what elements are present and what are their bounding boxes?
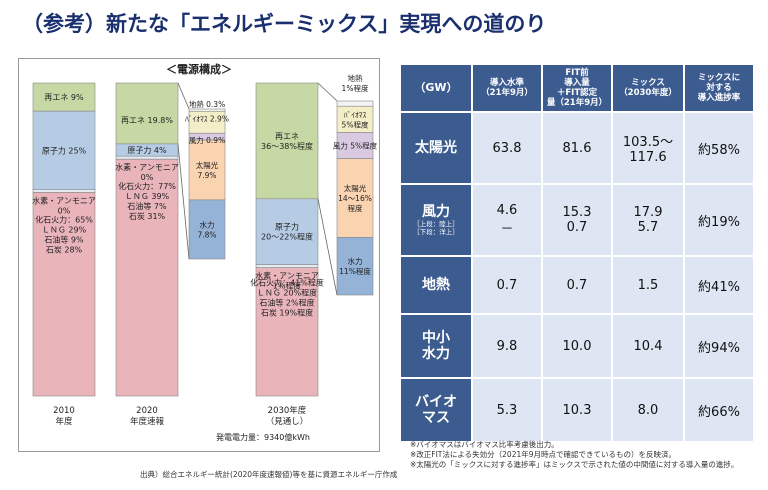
connector-line (177, 143, 190, 260)
segment-label: 再エネ 36～38%程度 (261, 132, 313, 151)
table-row-header: 中小 水力 (401, 315, 471, 377)
segment-label: 原子力 4% (127, 145, 167, 155)
segment-label: 水素・アンモニア 1%程度 (255, 271, 319, 291)
table-cell: 約19% (685, 185, 753, 255)
connector-line (177, 82, 190, 110)
segment-label: 原子力 25% (42, 145, 87, 155)
segment-label: 水素・アンモニア 0% (115, 162, 179, 182)
table-cell: 4.6 － (473, 185, 541, 255)
page-title: （参考）新たな「エネルギーミックス」実現への道のり (22, 12, 547, 36)
bar-segment-fossil (255, 267, 319, 397)
table-row: 中小 水力 9.8 10.0 10.4 約94% (401, 315, 753, 377)
table-cell: 15.3 0.7 (543, 185, 611, 255)
breakdown-segment-geothermal (188, 108, 226, 112)
x-axis-label: 2010 年度 (53, 406, 75, 427)
total-power-label: 発電電力量：9340億kWh (216, 432, 310, 442)
breakdown-label: 水力 11%程度 (339, 256, 371, 276)
note-line: ※太陽光の「ミックスに対する進捗率」はミックスで示された値の中間値に対する導入量… (410, 460, 739, 469)
breakdown-segment-solar (336, 158, 374, 238)
note-line: ※改正FIT法による失効分（2021年9月時点で確認できているもの）を反映済。 (410, 450, 677, 459)
breakdown-label: ﾊﾞｲｵﾏｽ 5%程度 (342, 110, 369, 129)
power-mix-chart: ＜電源構成＞ 2010 年度 2020 年度速報 2030年度（見通し） 再エネ 9% 原子力… (18, 58, 380, 452)
segment-label: 化石火力：65%ＬＮＧ 29%石油等 9%石炭 28% (35, 214, 93, 254)
bar-segment-fossil (115, 158, 179, 397)
table-notes: ※バイオマスはバイオマス比率考慮後出力。 ※改正FIT法による失効分（2021年… (410, 440, 738, 470)
segment-label: 原子力 20～22%程度 (261, 222, 313, 242)
table-cell: 17.9 5.7 (613, 185, 683, 255)
table-cell: 約58% (685, 113, 753, 183)
table-row-header: 太陽光 (401, 113, 471, 183)
table-cell: 約94% (685, 315, 753, 377)
table-header-cell: FIT前 導入量 ＋FIT認定 量（21年9月） (543, 65, 611, 111)
table-header-row: （GW） 導入水準 （21年9月） FIT前 導入量 ＋FIT認定 量（21年9月） ミックス… (401, 65, 753, 111)
breakdown-label: 太陽光 14～16%程度 (338, 183, 372, 213)
table-row-header: 風力 ［上段：陸上］ ［下段：洋上］ (401, 185, 471, 255)
table-row: 風力 ［上段：陸上］ ［下段：洋上］ 4.6 － 15.3 0.7 17.9 5.7 約19% (401, 185, 753, 255)
connector-line (317, 82, 338, 102)
breakdown-label: ﾊﾞｲｵﾏｽ 2.9% (185, 114, 229, 123)
connector-line (317, 198, 338, 296)
table-header-cell: ミックスに 対する 導入進捗率 (685, 65, 753, 111)
table-cell: 103.5～ 117.6 (613, 113, 683, 183)
table-cell: 5.3 (473, 379, 541, 441)
table-cell: 10.3 (543, 379, 611, 441)
segment-label: 化石火力：41%程度ＬＮＧ 20%程度石油等 2%程度石炭 19%程度 (250, 278, 324, 318)
bar-segment-hydrogen (32, 189, 96, 193)
segment-label: 水素・アンモニア 0% (32, 195, 96, 215)
power-mix-chart-svg: ＜電源構成＞ 2010 年度 2020 年度速報 2030年度（見通し） 再エネ 9% 原子力… (32, 62, 378, 442)
table-cell: 10.4 (613, 315, 683, 377)
segment-label: 再エネ 19.8% (121, 116, 173, 125)
table-cell: 63.8 (473, 113, 541, 183)
bar-segment-hydrogen (255, 264, 319, 268)
breakdown-label: 風力 5%程度 (333, 141, 378, 151)
note-line: ※バイオマスはバイオマス比率考慮後出力。 (410, 440, 559, 449)
source-note: 出典）総合エネルギー統計(2020年度速報値)等を基に資源エネルギー庁作成 (140, 470, 398, 479)
breakdown-label: 地熱 0.3% (189, 99, 225, 109)
table-cell: 0.7 (543, 257, 611, 313)
breakdown-label: 水力 7.8% (197, 219, 216, 239)
table-cell: 約66% (685, 379, 753, 441)
introduction-progress-table: （GW） 導入水準 （21年9月） FIT前 導入量 ＋FIT認定 量（21年9月） ミックス… (399, 63, 755, 443)
table-cell: 約41% (685, 257, 753, 313)
row-header-note: ［上段：陸上］ ［下段：洋上］ (413, 220, 459, 236)
table-row: 太陽光 63.8 81.6 103.5～ 117.6 約58% (401, 113, 753, 183)
table-row-header: 地熱 (401, 257, 471, 313)
breakdown-segment-hydro (188, 199, 226, 260)
table-row: 地熱 0.7 0.7 1.5 約41% (401, 257, 753, 313)
x-axis-label: 2020 年度速報 (130, 406, 165, 427)
bar-segment-nuclear (32, 110, 96, 190)
table-cell: 81.6 (543, 113, 611, 183)
x-axis-label: 2030年度（見通し） (266, 405, 309, 427)
table-header-cell: 導入水準 （21年9月） (473, 65, 541, 111)
table-cell: 1.5 (613, 257, 683, 313)
table-body: 太陽光 63.8 81.6 103.5～ 117.6 約58% 風力 ［上段：陸上］ ［下段：洋… (401, 113, 753, 441)
table-cell: 0.7 (473, 257, 541, 313)
bar-segment-renewable (115, 82, 179, 145)
table-cell: 8.0 (613, 379, 683, 441)
segment-label: 化石火力：77%ＬＮＧ 39%石油等 7%石炭 31% (118, 181, 176, 221)
bar-segment-hydrogen (115, 155, 179, 160)
breakdown-segment-wind (336, 132, 374, 159)
table-header-cell: ミックス （2030年度） (613, 65, 683, 111)
table-header-cell: （GW） (401, 65, 471, 111)
breakdown-label: 太陽光 7.9% (196, 160, 219, 180)
chart-title: ＜電源構成＞ (166, 62, 232, 76)
breakdown-segment-hydro (336, 237, 374, 296)
table-row-header: バイオ マス (401, 379, 471, 441)
breakdown-segment-biomass (336, 105, 374, 133)
bar-segment-fossil (32, 192, 96, 397)
bar-segment-renewable (32, 82, 96, 112)
table-cell: 10.0 (543, 315, 611, 377)
breakdown-label: 地熱 1%程度 (342, 73, 369, 93)
table-cell: 9.8 (473, 315, 541, 377)
breakdown-label: 風力 0.9% (189, 135, 225, 145)
table-row: バイオ マス 5.3 10.3 8.0 約66% (401, 379, 753, 441)
breakdown-segment-solar (188, 139, 226, 201)
breakdown-segment-geothermal (336, 100, 374, 107)
segment-label: 再エネ 9% (44, 93, 84, 102)
